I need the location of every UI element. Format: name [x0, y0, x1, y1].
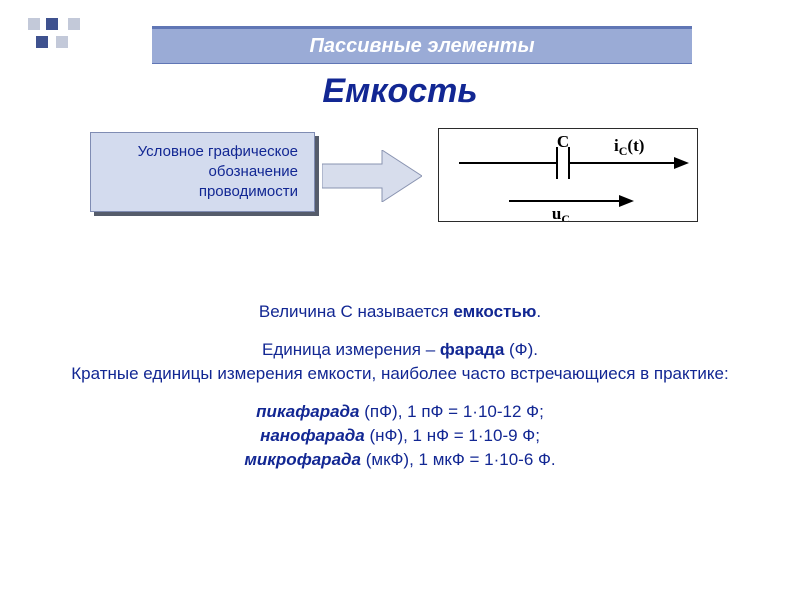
label-box: Условное графическое обозначение проводи…	[90, 132, 315, 212]
label-line1: Условное графическое	[138, 143, 298, 160]
line2-c: (Ф).	[504, 340, 538, 359]
arrow-icon	[322, 150, 422, 202]
unit3-rest: (мкФ), 1 мкФ = 1·10-6 Ф.	[361, 450, 556, 469]
decor-square	[28, 18, 40, 30]
line1-a: Величина С называется	[259, 302, 453, 321]
decor-square	[56, 36, 68, 48]
line3: Кратные единицы измерения емкости, наибо…	[71, 364, 728, 383]
decor-square	[46, 18, 58, 30]
label-line2: обозначение	[209, 163, 298, 180]
capacitor-diagram: CiC(t) uC	[438, 128, 698, 222]
body-line1: Величина С называется емкостью.	[60, 300, 740, 324]
unit2-rest: (нФ), 1 нФ = 1·10-9 Ф;	[365, 426, 540, 445]
line2-a: Единица измерения –	[262, 340, 440, 359]
line1-c: .	[536, 302, 541, 321]
svg-text:C: C	[557, 132, 569, 151]
header-title: Пассивные элементы	[309, 35, 534, 57]
line2-b: фарада	[440, 340, 504, 359]
header-bar: Пассивные элементы	[152, 26, 692, 64]
subtitle-text: Емкость	[322, 72, 477, 110]
line1-b: емкостью	[453, 302, 536, 321]
subtitle: Емкость	[0, 72, 800, 111]
decor-square	[36, 36, 48, 48]
label-line3: проводимости	[199, 183, 298, 200]
svg-text:uC: uC	[552, 204, 570, 221]
label-box-text: Условное графическое обозначение проводи…	[138, 142, 298, 202]
svg-text:iC(t): iC(t)	[614, 136, 644, 158]
body-units: пикафарада (пФ), 1 пФ = 1·10-12 Ф; наноф…	[60, 400, 740, 472]
body-line2-3: Единица измерения – фарада (Ф). Кратные …	[60, 338, 740, 386]
unit1-rest: (пФ), 1 пФ = 1·10-12 Ф;	[360, 402, 544, 421]
decor-square	[68, 18, 80, 30]
body-text: Величина С называется емкостью. Единица …	[60, 300, 740, 486]
unit1-name: пикафарада	[256, 402, 359, 421]
unit2-name: нанофарада	[260, 426, 365, 445]
slide: Пассивные элементы Емкость Условное граф…	[0, 0, 800, 600]
unit3-name: микрофарада	[244, 450, 361, 469]
